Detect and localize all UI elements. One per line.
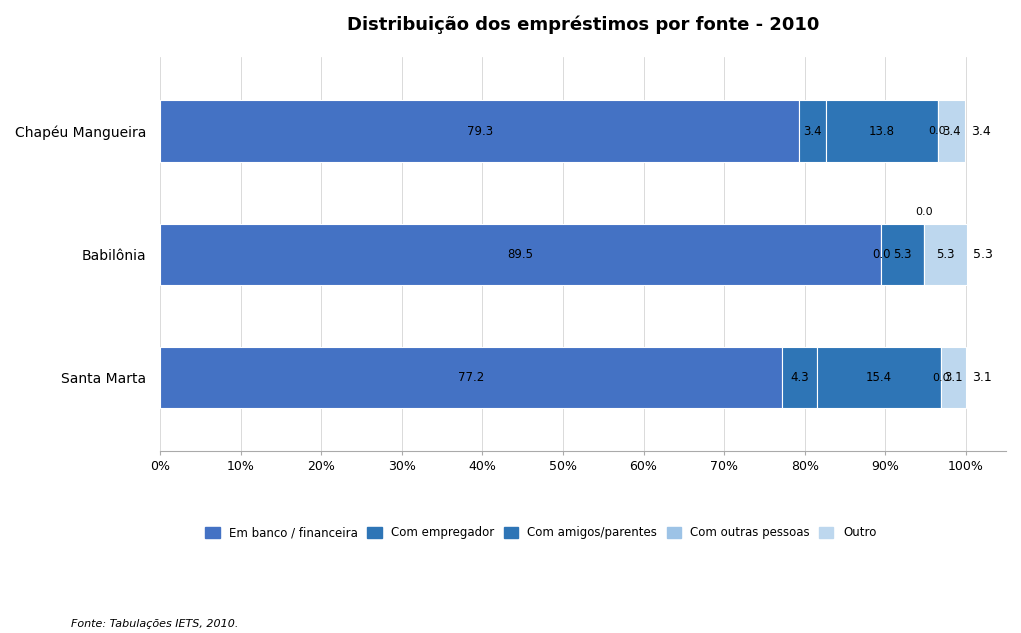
Bar <box>160 101 799 162</box>
Title: Distribuição dos empréstimos por fonte - 2010: Distribuição dos empréstimos por fonte -… <box>347 15 819 34</box>
Bar <box>924 223 967 285</box>
Bar <box>160 347 782 408</box>
Bar <box>881 223 924 285</box>
Text: 0.0: 0.0 <box>872 248 890 261</box>
Text: 5.3: 5.3 <box>893 248 912 261</box>
Bar <box>940 347 966 408</box>
Text: 5.3: 5.3 <box>936 248 955 261</box>
Text: 0.0: 0.0 <box>932 372 950 382</box>
Bar <box>817 347 940 408</box>
Text: 0.0: 0.0 <box>929 126 946 136</box>
Bar <box>937 101 965 162</box>
Text: 0.0: 0.0 <box>915 208 932 217</box>
Bar <box>799 101 826 162</box>
Text: 13.8: 13.8 <box>869 125 895 138</box>
Text: 15.4: 15.4 <box>866 371 891 384</box>
Text: 89.5: 89.5 <box>507 248 534 261</box>
Text: 4.3: 4.3 <box>790 371 809 384</box>
Text: 3.1: 3.1 <box>944 371 963 384</box>
Text: 3.4: 3.4 <box>971 125 991 138</box>
Bar <box>160 223 881 285</box>
Text: 79.3: 79.3 <box>467 125 493 138</box>
Text: Fonte: Tabulações IETS, 2010.: Fonte: Tabulações IETS, 2010. <box>71 618 239 629</box>
Bar <box>826 101 937 162</box>
Text: 3.4: 3.4 <box>942 125 961 138</box>
Text: 3.1: 3.1 <box>972 371 992 384</box>
Text: 77.2: 77.2 <box>458 371 484 384</box>
Legend: Em banco / financeira, Com empregador, Com amigos/parentes, Com outras pessoas, : Em banco / financeira, Com empregador, C… <box>201 522 881 544</box>
Text: 5.3: 5.3 <box>973 248 992 261</box>
Bar <box>782 347 817 408</box>
Text: 3.4: 3.4 <box>804 125 822 138</box>
